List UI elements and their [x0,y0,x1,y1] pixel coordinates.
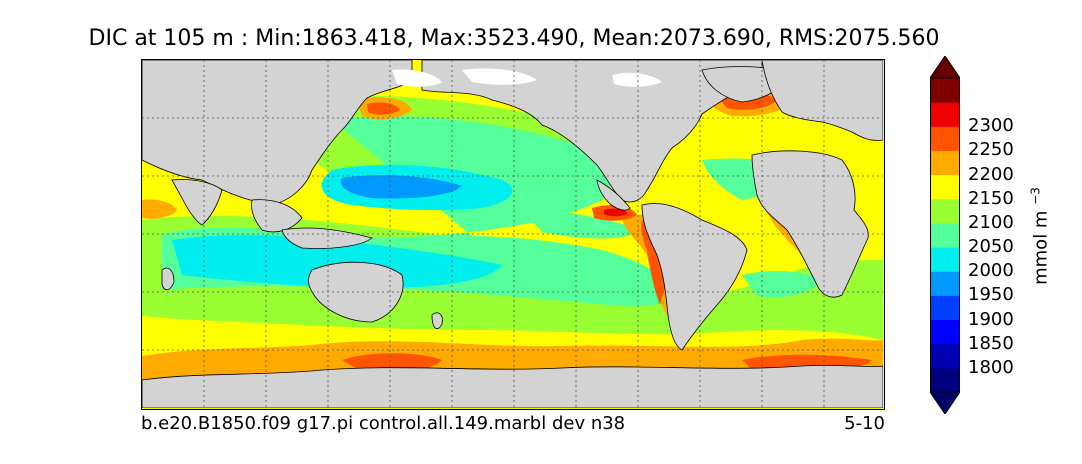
land-africa [751,150,869,298]
colorbar-band [930,174,960,200]
colorbar-tick-label: 2300 [968,115,1014,137]
colorbar-tick-label: 2000 [968,260,1014,282]
colorbar-units-label: mmol m −3 [1029,187,1052,285]
colorbar-band [930,78,960,103]
pacific-blue-core [340,175,462,199]
colorbar-band [930,222,960,248]
colorbar-band [930,198,960,224]
colorbar-tick-label: 2200 [968,163,1014,185]
gridlines [142,60,883,408]
land-masses [142,60,883,408]
colorbar [930,56,960,414]
indian-cyan-core [172,235,502,288]
colorbar-band [930,126,960,151]
colorbar-tick-label: 1900 [968,308,1014,330]
dic-contour-map [142,60,883,408]
colorbar-border [930,77,960,393]
colorbar-tick-label: 2150 [968,187,1014,209]
land-new-zealand [431,312,443,330]
costa-rica-dome-dark [604,208,628,217]
map-panel [141,59,885,410]
land-antarctica [142,365,883,408]
north-pacific-red [367,102,400,115]
colorbar-band [930,295,960,321]
colorbar-under-extend [930,391,960,414]
colorbar-band [930,271,960,296]
case-name-label: b.e20.B1850.f09 g17.pi control.all.149.m… [141,413,626,434]
colorbar-tick-label: 2100 [968,211,1014,233]
colorbar-band [930,102,960,127]
colorbar-band [930,247,960,272]
colorbar-band [930,343,960,369]
land-europe [761,60,883,141]
ice-arctic-central [462,68,537,85]
land-indonesia [281,227,373,249]
time-range-label: 5-10 [844,413,885,434]
land-australia [308,261,404,323]
units-exponent: −3 [1028,187,1043,205]
colorbar-tick-label: 1850 [968,332,1014,354]
colorbar-over-extend [930,56,960,79]
colorbar-tick-label: 2250 [968,139,1014,161]
colorbar-band [930,319,960,345]
arabian-sea-orange [142,199,177,219]
land-india [171,179,223,226]
colorbar-tick-label: 1800 [968,356,1014,378]
units-base: mmol m [1030,210,1052,285]
map-title: DIC at 105 m : Min:1863.418, Max:3523.49… [88,26,940,51]
land-south-america [641,203,748,351]
colorbar-band [930,150,960,176]
colorbar-tick-label: 2050 [968,236,1014,258]
colorbar-tick-label: 1950 [968,284,1014,306]
ice-arctic-west [392,69,442,87]
land-eurasia [142,60,413,206]
land-central-america [596,179,631,211]
ice-arctic-east [612,72,662,87]
land-madagascar [161,267,175,291]
ice-regions [392,68,662,87]
colorbar-band [930,367,960,393]
east-pacific-green-tongue [522,210,642,239]
